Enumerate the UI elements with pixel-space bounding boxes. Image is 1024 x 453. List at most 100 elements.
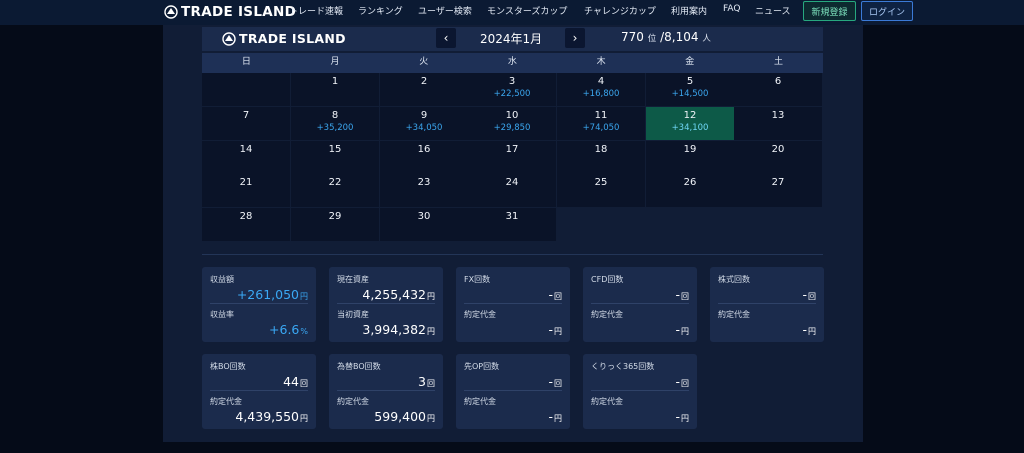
next-month-button[interactable]: › — [565, 28, 585, 48]
nav-item-monsters-cup[interactable]: モンスターズカップ — [487, 7, 568, 17]
calendar-grid: 1 2 3 +22,500 4 +16,800 5 +14,500 6 7 8 +35,200 9 +34… — [202, 73, 823, 241]
calendar-day-cell[interactable]: 23 — [380, 174, 468, 207]
stat-separator — [591, 390, 689, 391]
stat-value-number: - — [548, 287, 553, 302]
calendar-day-cell[interactable]: 18 — [557, 141, 645, 174]
calendar-day-cell[interactable]: 14 — [202, 141, 290, 174]
stat-card: 先OP回数 -回 約定代金 -円 — [456, 354, 570, 429]
stat-value-number: 3 — [418, 374, 426, 389]
stat-label: 為替BO回数 — [337, 362, 381, 371]
stat-separator — [210, 303, 308, 304]
stat-card: 株式回数 -回 約定代金 -円 — [710, 267, 824, 342]
day-number: 18 — [594, 144, 608, 155]
stat-value-number: - — [675, 409, 680, 424]
calendar-day-cell[interactable]: 27 — [734, 174, 822, 207]
day-number: 30 — [417, 211, 431, 222]
nav-item-guide[interactable]: 利用案内 — [671, 7, 708, 17]
calendar-day-cell[interactable]: 10 +29,850 — [468, 107, 556, 140]
stat-value-number: - — [675, 287, 680, 302]
calendar-day-cell[interactable]: 16 — [380, 141, 468, 174]
stat-value-unit: 円 — [427, 414, 435, 423]
calendar-day-cell[interactable]: 31 — [468, 208, 556, 241]
calendar-day-cell[interactable]: 2 — [380, 73, 468, 106]
stat-value: +261,050円 — [237, 287, 308, 302]
day-number: 6 — [774, 76, 782, 87]
day-number: 27 — [771, 177, 785, 188]
calendar-day-cell[interactable]: 22 — [291, 174, 379, 207]
calendar-day-cell[interactable]: 30 — [380, 208, 468, 241]
stat-value-unit: 回 — [681, 379, 689, 388]
day-number: 22 — [328, 177, 342, 188]
stat-value-number: +6.6 — [269, 322, 300, 337]
calendar-day-cell[interactable]: 9 +34,050 — [380, 107, 468, 140]
stat-value: -円 — [675, 409, 689, 424]
calendar-day-cell[interactable]: 4 +16,800 — [557, 73, 645, 106]
calendar-header: TRADE ISLAND ‹ 2024年1月 › 770 位 /8,104 人 — [202, 27, 823, 51]
calendar-day-cell[interactable]: 12 +34,100 — [646, 107, 734, 140]
nav-item-faq[interactable]: FAQ — [723, 4, 741, 14]
day-number: 1 — [331, 76, 339, 87]
day-number: 14 — [239, 144, 253, 155]
calendar-day-cell[interactable]: 19 — [646, 141, 734, 174]
stat-value-number: +261,050 — [236, 287, 299, 302]
nav-item-user-search[interactable]: ユーザー検索 — [418, 7, 472, 17]
calendar-day-cell[interactable]: 26 — [646, 174, 734, 207]
calendar-day-cell[interactable]: 8 +35,200 — [291, 107, 379, 140]
calendar-day-cell[interactable]: 28 — [202, 208, 290, 241]
calendar-day-cell[interactable]: 24 — [468, 174, 556, 207]
stat-value: -円 — [548, 409, 562, 424]
calendar-day-cell[interactable]: 15 — [291, 141, 379, 174]
stat-separator — [464, 303, 562, 304]
day-number: 24 — [505, 177, 519, 188]
day-profit: +35,200 — [316, 123, 354, 133]
stat-card: くりっく365回数 -回 約定代金 -円 — [583, 354, 697, 429]
stat-value: -回 — [675, 287, 689, 302]
day-number: 8 — [331, 110, 339, 121]
calendar-day-cell[interactable]: 5 +14,500 — [646, 73, 734, 106]
nav-item-ranking[interactable]: ランキング — [358, 7, 403, 17]
stat-separator — [337, 390, 435, 391]
stat-card: 株BO回数 44回 約定代金 4,439,550円 — [202, 354, 316, 429]
calendar-day-cell[interactable]: 17 — [468, 141, 556, 174]
register-button[interactable]: 新規登録 — [803, 1, 856, 21]
day-profit: +29,850 — [493, 123, 531, 133]
calendar-day-cell[interactable]: 3 +22,500 — [468, 73, 556, 106]
calendar-day-cell[interactable]: 21 — [202, 174, 290, 207]
stat-label: 収益額 — [210, 275, 234, 284]
calendar-day-cell[interactable]: 13 — [734, 107, 822, 140]
calendar-day-cell[interactable]: 20 — [734, 141, 822, 174]
stat-value-number: 599,400 — [374, 409, 426, 424]
calendar-day-cell[interactable]: 29 — [291, 208, 379, 241]
weekday-mon: 月 — [330, 57, 340, 67]
stat-value-unit: 回 — [554, 292, 562, 301]
stat-value-unit: 円 — [427, 292, 435, 301]
stat-label: FX回数 — [464, 275, 491, 284]
stat-label: 当初資産 — [337, 310, 369, 319]
stat-separator — [591, 303, 689, 304]
stat-value: 44回 — [283, 374, 308, 389]
stat-value-number: - — [802, 322, 807, 337]
stat-value-unit: 円 — [554, 327, 562, 336]
nav-item-news[interactable]: ニュース — [755, 7, 791, 17]
nav-item-challenge-cup[interactable]: チャレンジカップ — [584, 7, 656, 17]
calendar-day-cell[interactable]: 11 +74,050 — [557, 107, 645, 140]
weekday-sat: 土 — [773, 57, 783, 67]
stat-separator — [464, 390, 562, 391]
calendar-day-cell[interactable]: 1 — [291, 73, 379, 106]
stat-value: -円 — [548, 322, 562, 337]
stat-label: 先OP回数 — [464, 362, 500, 371]
stat-value-unit: 円 — [681, 414, 689, 423]
stat-card: 収益額 +261,050円 収益率 +6.6% — [202, 267, 316, 342]
login-button[interactable]: ログイン — [861, 1, 913, 21]
calendar-day-cell[interactable]: 6 — [734, 73, 822, 106]
weekday-tue: 火 — [419, 57, 429, 67]
stat-card: CFD回数 -回 約定代金 -円 — [583, 267, 697, 342]
prev-month-button[interactable]: ‹ — [436, 28, 456, 48]
calendar-day-cell[interactable]: 25 — [557, 174, 645, 207]
brand-logo[interactable]: TRADE ISLAND — [164, 3, 296, 21]
nav-item-trade-news[interactable]: トレード速報 — [289, 7, 344, 17]
day-number: 2 — [420, 76, 428, 87]
calendar-day-cell[interactable]: 7 — [202, 107, 290, 140]
rank-total-unit: 人 — [702, 34, 711, 44]
day-number: 25 — [594, 177, 608, 188]
